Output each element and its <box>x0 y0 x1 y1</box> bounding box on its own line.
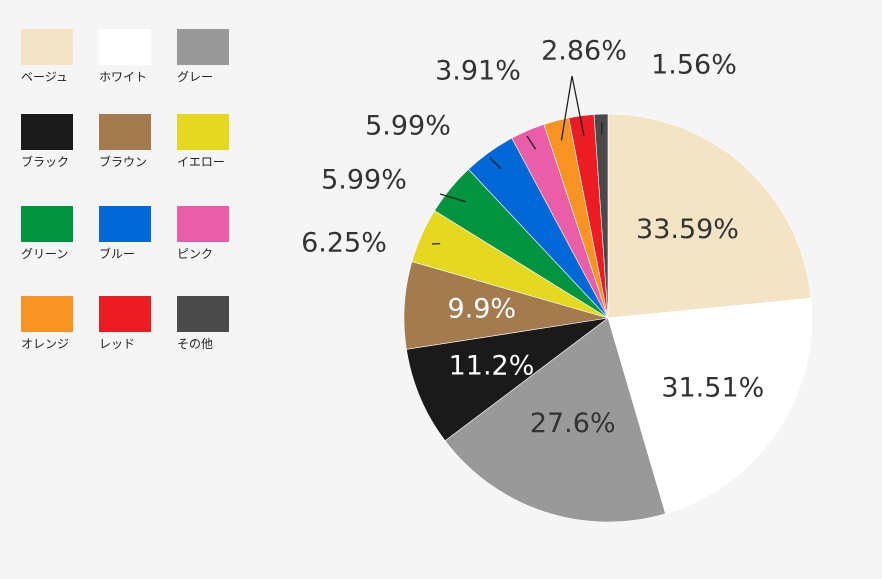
legend-label: オレンジ <box>21 337 70 351</box>
pie-slice <box>593 113 609 319</box>
pie-slice <box>607 113 812 319</box>
legend-label: ホワイト <box>99 70 148 84</box>
legend-swatch <box>21 296 73 332</box>
legend-swatch <box>177 114 229 150</box>
legend-label: グリーン <box>21 247 69 261</box>
data-label: 3.91% <box>435 56 521 87</box>
chart-legend: ベージュ ホワイト グレーブラック ブラウン イエローグリーン ブルー ピンクオレンジ レッド… <box>0 0 300 579</box>
legend-item: ピンク <box>177 206 255 262</box>
legend-swatch <box>99 29 151 65</box>
legend-item: ブルー <box>99 206 177 262</box>
legend-swatch <box>21 206 73 242</box>
legend-label: レッド <box>99 337 136 351</box>
legend-swatch <box>99 296 151 332</box>
legend-swatch <box>21 29 73 65</box>
data-label: 5.99% <box>321 165 407 196</box>
legend-item: ブラウン <box>99 114 177 170</box>
data-label: 5.99% <box>365 111 451 142</box>
data-label: 27.6% <box>530 408 616 439</box>
legend-label: ブルー <box>99 247 136 261</box>
legend-swatch <box>177 206 229 242</box>
leader-line <box>571 75 585 137</box>
legend-swatch <box>99 114 151 150</box>
legend-label: ベージュ <box>21 70 68 84</box>
legend-swatch <box>21 114 73 150</box>
legend-label: イエロー <box>177 155 225 169</box>
data-label: 1.56% <box>651 50 737 81</box>
pie-slice <box>406 317 609 442</box>
data-label: 6.25% <box>301 228 387 259</box>
pie-slice <box>444 317 666 523</box>
leader-line <box>526 135 537 150</box>
legend-label: ブラック <box>21 155 70 169</box>
legend-item: グリーン <box>21 206 99 262</box>
legend-label: ブラウン <box>99 155 148 169</box>
legend-item: ホワイト <box>99 29 177 85</box>
legend-label: ピンク <box>177 247 214 261</box>
legend-swatch <box>177 29 229 65</box>
leader-line <box>489 157 502 170</box>
legend-item: グレー <box>177 29 255 85</box>
data-label: 33.59% <box>636 214 739 245</box>
data-label: 31.51% <box>661 372 764 403</box>
legend-swatch <box>177 296 229 332</box>
data-label: 11.2% <box>449 351 535 382</box>
data-label: 2.86% <box>541 36 627 67</box>
legend-item: オレンジ <box>21 296 99 352</box>
legend-item: レッド <box>99 296 177 352</box>
leader-line <box>439 193 467 203</box>
leader-line <box>560 75 573 141</box>
legend-item: ベージュ <box>21 29 99 85</box>
legend-label: グレー <box>177 70 214 84</box>
legend-swatch <box>99 206 151 242</box>
data-label: 9.9% <box>447 294 516 325</box>
legend-item: ブラック <box>21 114 99 170</box>
legend-item: イエロー <box>177 114 255 170</box>
pie-slice <box>607 297 813 515</box>
legend-item: その他 <box>177 296 255 352</box>
legend-label: その他 <box>177 337 214 351</box>
